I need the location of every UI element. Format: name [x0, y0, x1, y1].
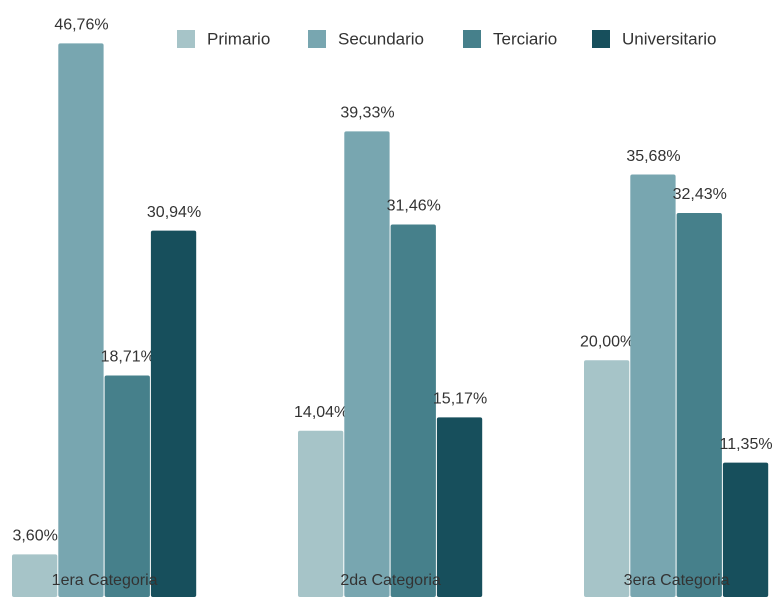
- bar: [298, 430, 344, 597]
- bar: [676, 213, 722, 597]
- x-tick-label: 1era Categoria: [52, 572, 158, 589]
- x-tick-label: 3era Categoria: [624, 572, 730, 589]
- bar: [584, 360, 630, 597]
- data-label: 31,46%: [387, 198, 441, 215]
- legend-label: Terciario: [493, 29, 557, 48]
- legend-label: Primario: [207, 29, 270, 48]
- legend-swatch: [177, 30, 195, 48]
- bar: [104, 375, 150, 597]
- data-label: 35,68%: [626, 148, 680, 165]
- data-label: 18,71%: [101, 349, 155, 366]
- bar: [12, 554, 58, 597]
- data-label: 30,94%: [147, 204, 201, 221]
- data-label: 39,33%: [340, 105, 394, 122]
- data-label: 20,00%: [580, 333, 634, 350]
- bar: [150, 230, 197, 597]
- bar: [58, 43, 104, 597]
- bar: [630, 174, 676, 597]
- legend-label: Secundario: [338, 29, 424, 48]
- data-label: 15,17%: [433, 391, 487, 408]
- bar: [344, 131, 390, 597]
- legend-swatch: [592, 30, 610, 48]
- data-label: 32,43%: [673, 186, 727, 203]
- data-label: 11,35%: [720, 436, 773, 453]
- bar: [436, 417, 483, 597]
- data-label: 14,04%: [294, 404, 348, 421]
- bar: [390, 224, 436, 597]
- data-label: 46,76%: [54, 17, 108, 34]
- data-label: 3,60%: [12, 528, 57, 545]
- legend-swatch: [463, 30, 481, 48]
- legend-label: Universitario: [622, 29, 716, 48]
- legend-swatch: [308, 30, 326, 48]
- x-tick-label: 2da Categoria: [340, 572, 441, 589]
- bar: [722, 462, 769, 597]
